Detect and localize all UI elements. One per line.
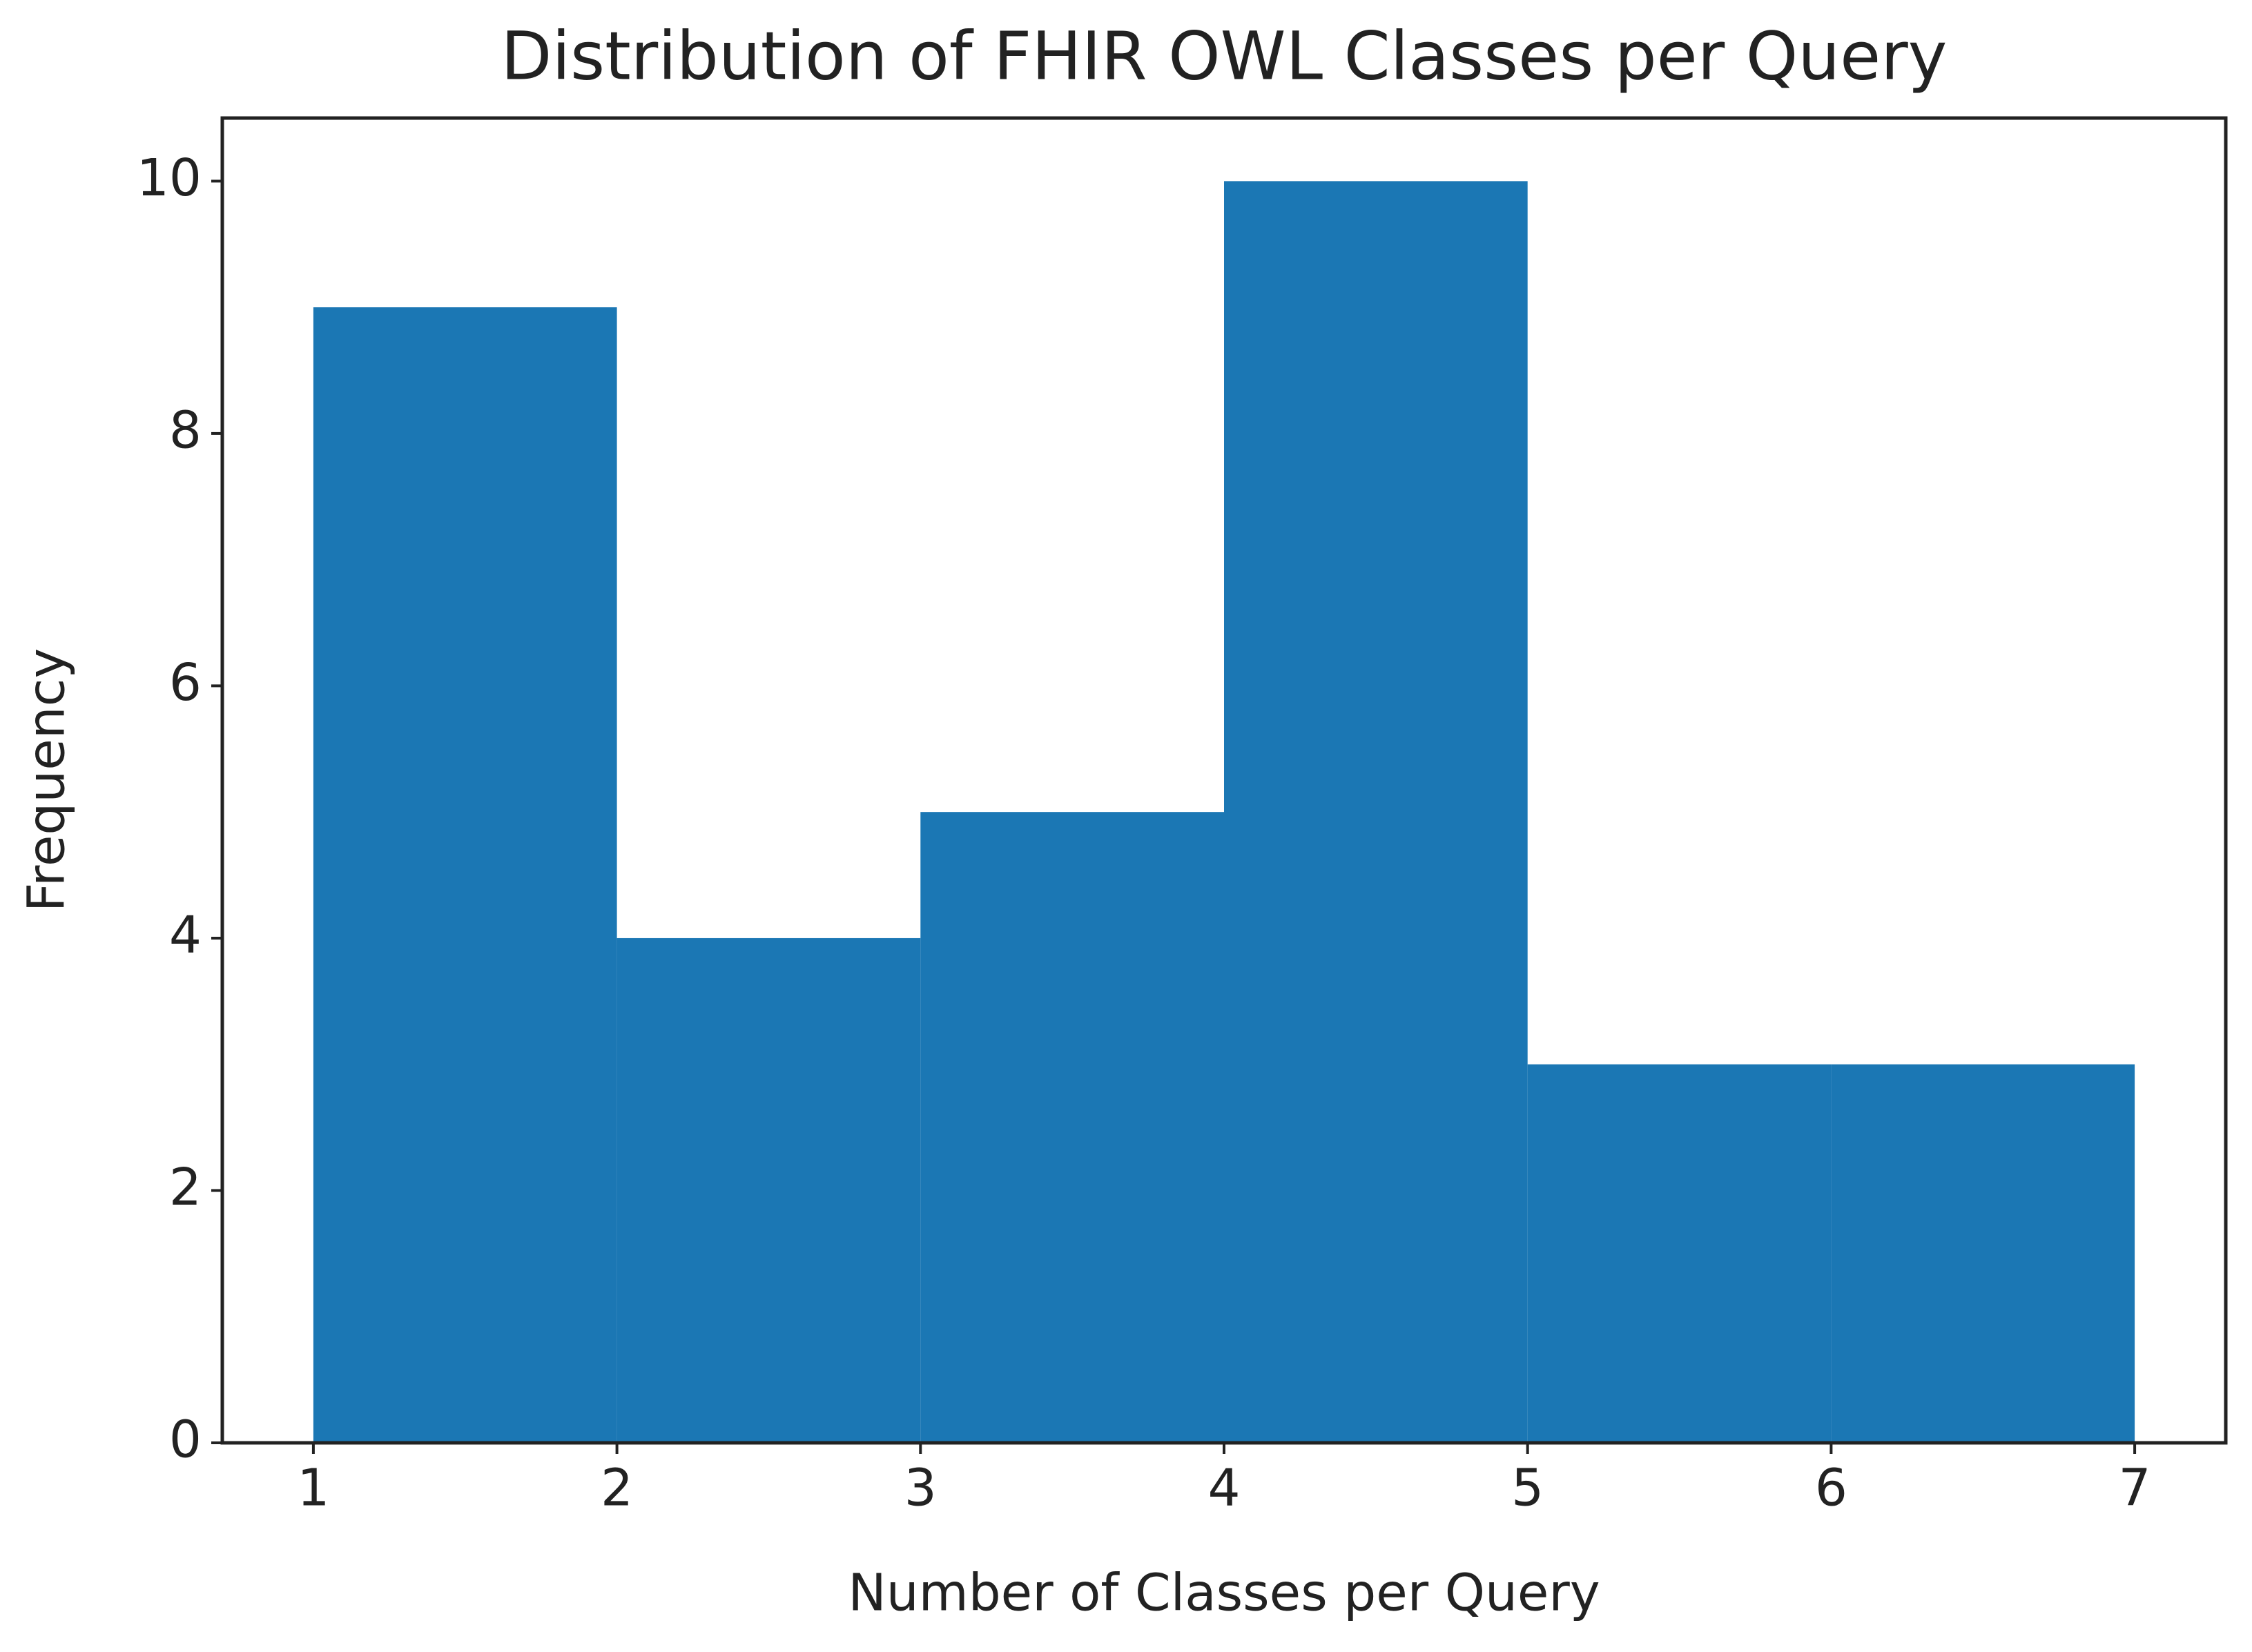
x-tick-label: 3 bbox=[904, 1459, 937, 1518]
x-tick-label: 2 bbox=[601, 1459, 633, 1518]
bar bbox=[920, 812, 1224, 1443]
bar bbox=[313, 307, 617, 1444]
y-axis-label: Frequency bbox=[17, 648, 77, 912]
plot-frame bbox=[220, 116, 2228, 1445]
x-tick-label: 6 bbox=[1815, 1459, 1847, 1518]
bar bbox=[1527, 1064, 1832, 1443]
x-tick-label: 1 bbox=[297, 1459, 329, 1518]
bar bbox=[1224, 181, 1528, 1443]
y-tick-label: 4 bbox=[169, 905, 202, 964]
x-tick-label: 4 bbox=[1207, 1459, 1240, 1518]
x-tick-label: 7 bbox=[2119, 1459, 2151, 1518]
y-tick-label: 2 bbox=[169, 1158, 202, 1217]
y-tick-label: 0 bbox=[169, 1410, 202, 1470]
x-tick-label: 5 bbox=[1511, 1459, 1544, 1518]
y-tick-label: 8 bbox=[169, 400, 202, 460]
bar bbox=[617, 937, 921, 1443]
y-tick-label: 6 bbox=[169, 653, 202, 712]
x-axis-label: Number of Classes per Query bbox=[848, 1564, 1600, 1623]
y-tick-label: 10 bbox=[137, 148, 202, 208]
bar bbox=[1831, 1064, 2135, 1443]
chart-title: Distribution of FHIR OWL Classes per Que… bbox=[501, 17, 1948, 95]
